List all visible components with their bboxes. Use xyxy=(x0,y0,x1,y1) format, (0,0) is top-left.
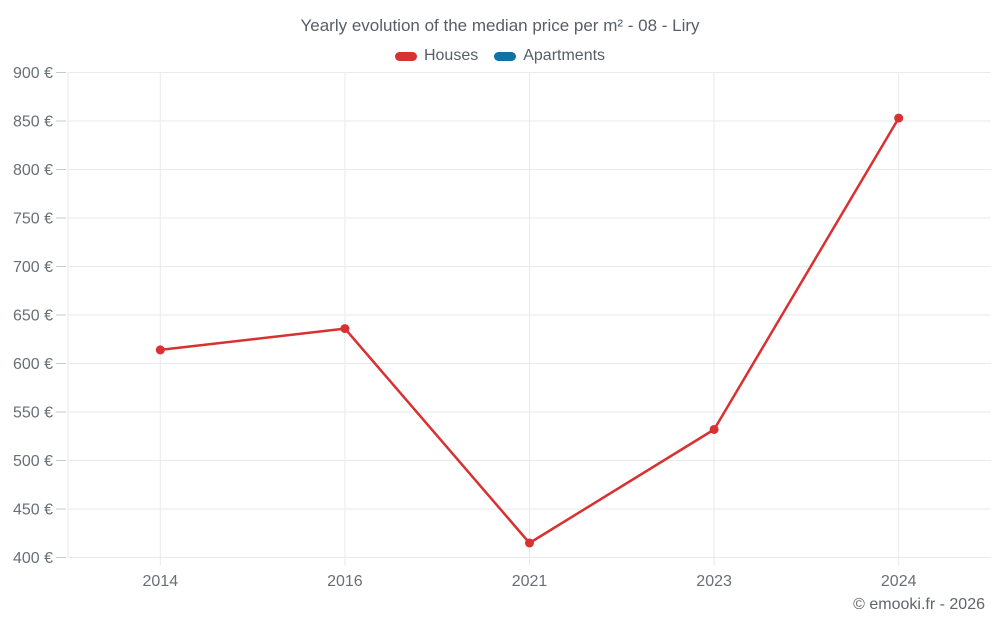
x-axis-label: 2024 xyxy=(881,573,917,590)
y-axis-label: 450 € xyxy=(13,502,53,519)
y-axis-label: 650 € xyxy=(13,308,53,325)
legend-item-houses[interactable]: Houses xyxy=(394,47,479,65)
y-axis-label: 750 € xyxy=(13,211,53,228)
x-axis-label: 2023 xyxy=(696,573,732,590)
houses-data-point-2014[interactable] xyxy=(155,345,165,355)
y-axis-label: 400 € xyxy=(13,550,53,567)
houses-data-point-2024[interactable] xyxy=(894,113,904,123)
houses-legend-swatch-icon xyxy=(394,51,417,61)
houses-data-point-2021[interactable] xyxy=(525,538,534,548)
apartments-legend-label: Apartments xyxy=(523,47,606,64)
x-axis-label: 2016 xyxy=(327,573,363,590)
x-axis-label: 2014 xyxy=(143,573,179,590)
y-axis-label: 700 € xyxy=(13,259,53,276)
attribution: © emooki.fr - 2026 xyxy=(853,596,985,613)
y-axis-label: 600 € xyxy=(13,356,53,373)
y-axis-label: 500 € xyxy=(13,453,53,470)
y-axis-label: 850 € xyxy=(13,114,53,131)
legend-item-apartments[interactable]: Apartments xyxy=(494,47,605,65)
x-axis-label: 2021 xyxy=(512,573,548,590)
houses-data-point-2016[interactable] xyxy=(340,324,350,334)
houses-data-point-2023[interactable] xyxy=(709,424,719,434)
apartments-legend-swatch-icon xyxy=(494,51,517,61)
y-axis-label: 550 € xyxy=(13,405,53,422)
chart-title: Yearly evolution of the median price per… xyxy=(300,16,700,35)
legend: Houses Apartments xyxy=(0,46,1000,66)
y-axis-label: 900 € xyxy=(13,65,53,82)
houses-legend-label: Houses xyxy=(423,47,479,64)
y-axis-label: 800 € xyxy=(13,162,53,179)
